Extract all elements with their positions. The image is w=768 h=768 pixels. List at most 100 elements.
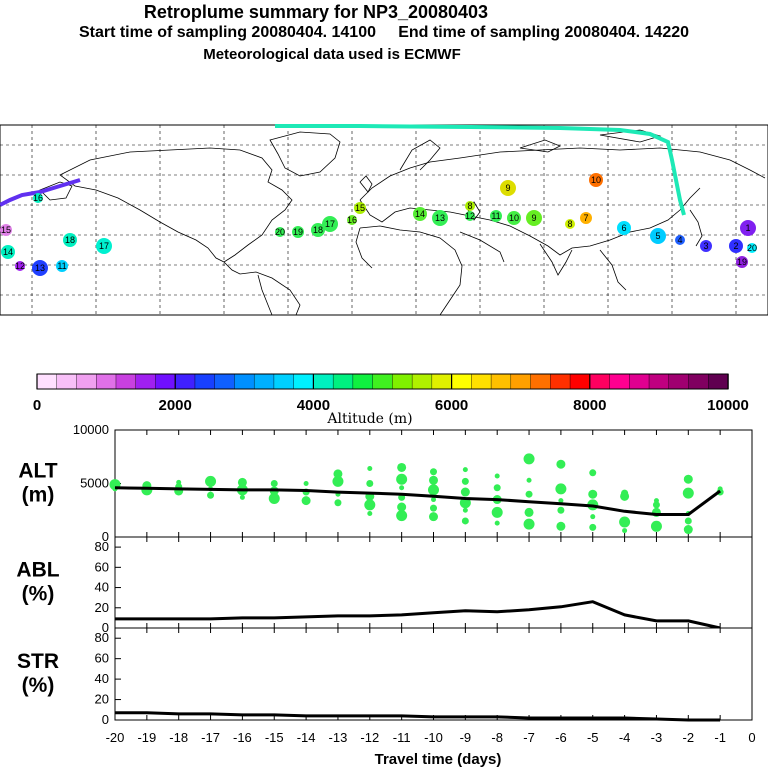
- plume-path-arctic: [275, 124, 686, 216]
- panel-abl: 0 20 40 60 80 ABL(%): [16, 536, 753, 635]
- x-tick-label: -12: [360, 730, 379, 745]
- x-tick-label: -1: [714, 730, 726, 745]
- plume-cluster-marker: [56, 260, 68, 272]
- plume-cluster-label: 1: [745, 223, 750, 233]
- scatter-point: [303, 481, 309, 486]
- chart-title: Retroplume summary for NP3_20080403: [143, 2, 489, 22]
- scatter-point: [332, 475, 344, 487]
- plume-cluster-marker: [740, 220, 756, 236]
- colorbar-swatch: [234, 373, 255, 390]
- plume-cluster-label: 6: [621, 223, 626, 233]
- scatter-point: [683, 474, 693, 484]
- colorbar-swatch: [135, 373, 157, 390]
- plume-cluster-label: 10: [591, 175, 601, 185]
- colorbar-swatch: [273, 373, 295, 390]
- altitude-colorbar: 0 2000 4000 6000 8000 10000 Altitude (m): [33, 373, 749, 427]
- plume-cluster-label: 7: [583, 213, 588, 223]
- x-tick-label: -17: [201, 730, 220, 745]
- x-tick-label: -2: [683, 730, 695, 745]
- plume-cluster-marker: [565, 219, 575, 229]
- scatter-point: [268, 492, 280, 504]
- colorbar-swatch: [194, 373, 216, 390]
- plume-cluster-label: 11: [57, 261, 66, 271]
- colorbar-swatch: [708, 373, 729, 390]
- plume-cluster-label: 11: [491, 211, 500, 221]
- scatter-point: [239, 494, 245, 500]
- scatter-point: [588, 489, 598, 499]
- time-series-panels: 0500010000ALT(m)020406080ABL(%)020406080…: [16, 422, 755, 745]
- scatter-point: [526, 477, 532, 483]
- plume-cluster-marker: [507, 211, 521, 225]
- plume-cluster-marker: [580, 212, 592, 224]
- x-tick-label: -14: [297, 730, 316, 745]
- colorbar-swatch: [688, 373, 709, 390]
- scatter-point: [556, 521, 566, 531]
- scatter-point: [682, 487, 694, 499]
- x-tick-label: -8: [491, 730, 503, 745]
- scatter-point: [430, 504, 437, 512]
- scatter-point: [684, 517, 692, 525]
- plume-cluster-marker: [413, 207, 427, 221]
- panel-alt: 0 5000 10000 ALT(m): [18, 422, 753, 544]
- colorbar-swatch: [76, 373, 97, 390]
- x-tick-label: -13: [329, 730, 348, 745]
- plume-cluster-marker: [311, 223, 325, 237]
- y-tick-label: 0: [102, 529, 109, 544]
- scatter-point: [621, 489, 629, 497]
- y-tick-label: 80: [95, 539, 109, 554]
- colorbar-swatch: [392, 373, 413, 390]
- scatter-point: [558, 498, 564, 504]
- colorbar-swatch: [471, 373, 492, 390]
- scatter-point: [364, 499, 376, 511]
- plume-cluster-marker: [747, 243, 757, 253]
- plume-cluster-label: 10: [509, 213, 519, 223]
- colorbar-tick-label: 8000: [573, 397, 606, 414]
- scatter-point: [461, 517, 469, 525]
- panel-ylabel: ABL: [16, 559, 59, 582]
- plume-cluster-marker: [275, 227, 285, 237]
- scatter-point: [619, 516, 631, 528]
- met-data-line: Meteorological data used is ECMWF: [203, 46, 461, 63]
- colorbar-swatch: [530, 373, 552, 390]
- colorbar-swatch: [609, 373, 630, 390]
- scatter-point: [683, 525, 693, 535]
- plume-cluster-label: 17: [99, 241, 109, 251]
- plume-cluster-label: 20: [275, 227, 285, 237]
- plume-cluster-label: 16: [347, 215, 357, 225]
- scatter-point: [431, 497, 436, 503]
- x-tick-label: -20: [106, 730, 125, 745]
- scatter-point: [367, 466, 373, 472]
- colorbar-swatch: [36, 373, 58, 390]
- scatter-point: [557, 506, 565, 514]
- scatter-point: [237, 477, 247, 487]
- y-tick-label: 0: [102, 712, 109, 727]
- panel-ylabel: (m): [22, 484, 55, 507]
- plume-cluster-label: 9: [531, 213, 536, 223]
- plume-cluster-label: 12: [15, 261, 25, 271]
- plume-cluster-marker: [500, 180, 516, 196]
- panel-ylabel: (%): [22, 674, 55, 697]
- scatter-point: [622, 528, 628, 534]
- colorbar-swatch: [668, 373, 690, 390]
- colorbar-tick-label: 4000: [297, 397, 330, 414]
- y-tick-label: 80: [95, 630, 109, 645]
- scatter-point: [555, 483, 567, 495]
- colorbar-swatch: [352, 373, 374, 390]
- scatter-point: [462, 467, 468, 473]
- scatter-point: [590, 514, 596, 520]
- scatter-point: [397, 462, 407, 472]
- colorbar-swatch: [589, 373, 611, 390]
- scatter-point: [205, 475, 217, 487]
- plume-cluster-marker: [432, 210, 448, 226]
- plume-cluster-marker: [526, 210, 542, 226]
- colorbar-swatch: [431, 373, 453, 390]
- colorbar-swatch: [115, 373, 137, 390]
- plume-cluster-marker: [617, 221, 631, 235]
- colorbar-tick-label: 10000: [707, 397, 749, 414]
- y-tick-label: 10000: [73, 422, 109, 437]
- scatter-point: [207, 491, 215, 499]
- scatter-point: [556, 459, 566, 469]
- plume-cluster-marker: [96, 238, 112, 254]
- scatter-point: [429, 512, 438, 522]
